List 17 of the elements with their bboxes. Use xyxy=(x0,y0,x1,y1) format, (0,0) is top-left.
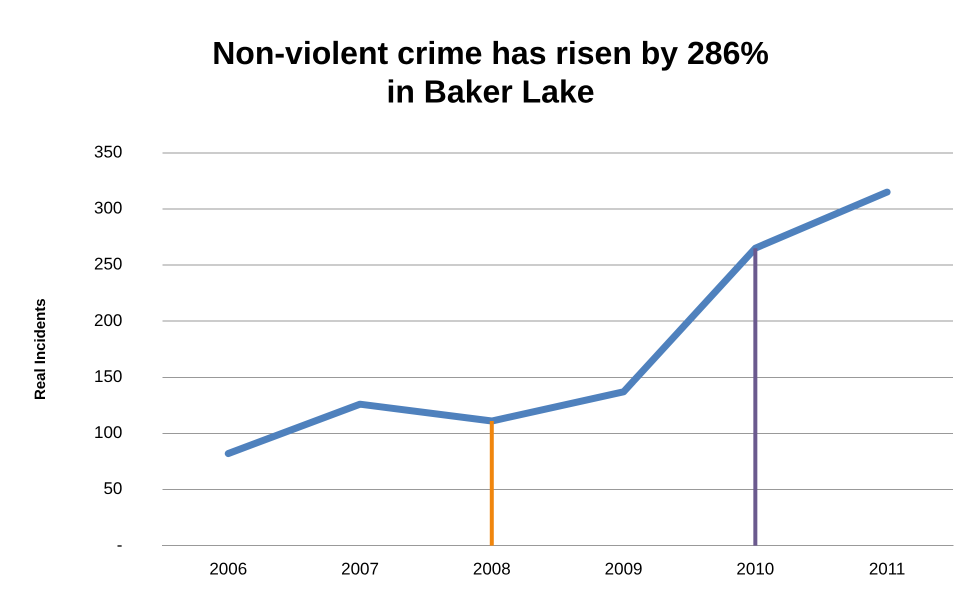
y-tick-label: 300 xyxy=(94,198,122,218)
x-tick-label: 2007 xyxy=(341,559,379,578)
y-tick-label: 50 xyxy=(103,479,122,498)
y-tick-label: 250 xyxy=(94,254,122,274)
y-tick-label: 200 xyxy=(94,310,122,330)
x-tick-label: 2009 xyxy=(604,559,642,578)
x-tick-label: 2006 xyxy=(209,559,248,578)
x-tick-label: 2010 xyxy=(736,559,774,578)
y-tick-label: - xyxy=(116,535,122,554)
y-tick-label: 100 xyxy=(94,423,122,442)
x-tick-label: 2008 xyxy=(472,559,511,578)
text: Non-violent crime has risen by 286% xyxy=(212,35,769,72)
y-tick-label: 150 xyxy=(94,366,122,386)
text: in Baker Lake xyxy=(386,73,595,110)
x-tick-label: 2011 xyxy=(868,559,906,578)
y-tick-label: 350 xyxy=(94,142,122,162)
y-axis-title: Real Incidents xyxy=(32,298,50,400)
